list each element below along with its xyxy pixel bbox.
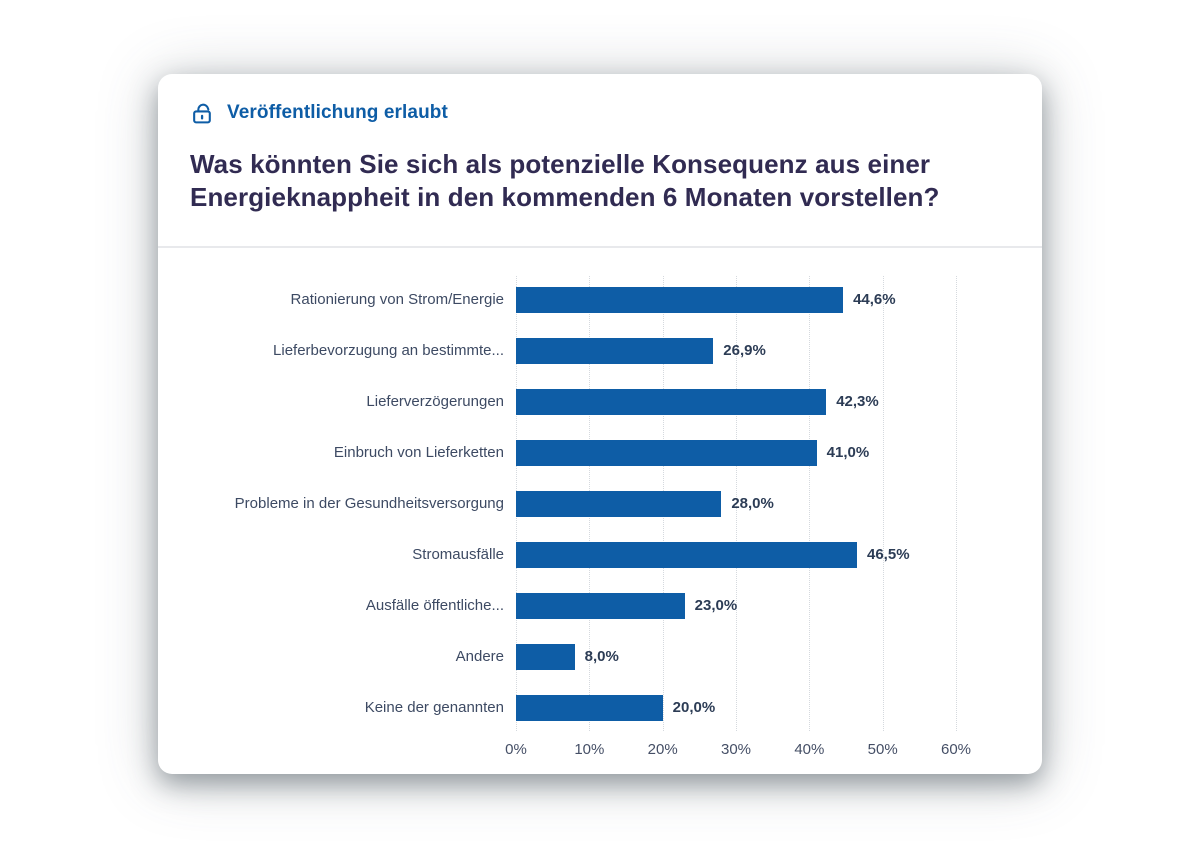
bar-chart: Rationierung von Strom/Energie 44,6% Liefe… <box>158 274 1042 776</box>
category-label: Lieferbevorzugung an bestimmte... <box>273 342 504 359</box>
bar-track: 41,0% <box>516 439 956 466</box>
chart-row: Lieferverzögerungen 42,3% <box>158 376 1042 427</box>
bar <box>516 592 685 619</box>
unlock-icon <box>190 101 215 126</box>
bar-track: 44,6% <box>516 286 956 313</box>
bar <box>516 388 827 415</box>
category-label: Stromausfälle <box>412 546 504 563</box>
header-divider <box>158 246 1042 248</box>
bar <box>516 286 844 313</box>
survey-result-card: Veröffentlichung erlaubt Was könnten Sie… <box>158 74 1042 774</box>
value-label: 20,0% <box>672 699 716 716</box>
x-axis-tick-label: 0% <box>505 741 527 758</box>
x-axis-tick-label: 10% <box>574 741 605 758</box>
x-axis-tick-label: 20% <box>647 741 678 758</box>
bar-track: 26,9% <box>516 337 956 364</box>
bar-track: 28,0% <box>516 490 956 517</box>
chart-row: Ausfälle öffentliche... 23,0% <box>158 580 1042 631</box>
bar <box>516 490 722 517</box>
card-header: Veröffentlichung erlaubt Was könnten Sie… <box>158 74 1042 214</box>
chart-row: Probleme in der Gesundheitsversorgung 28,… <box>158 478 1042 529</box>
bar <box>516 337 714 364</box>
category-label: Andere <box>455 648 504 665</box>
category-label: Ausfälle öffentliche... <box>365 597 504 614</box>
x-axis-tick-label: 60% <box>940 741 972 758</box>
bar <box>516 439 817 466</box>
publication-allowed-label: Veröffentlichung erlaubt <box>227 102 448 123</box>
x-axis-tick-label: 40% <box>794 741 825 758</box>
chart-row: Keine der genannten 20,0% <box>158 682 1042 733</box>
value-label: 8,0% <box>584 648 619 665</box>
x-axis-tick-label: 30% <box>720 741 752 758</box>
value-label: 46,5% <box>867 546 910 563</box>
chart-row: Einbruch von Lieferketten 41,0% <box>158 427 1042 478</box>
bar <box>516 643 575 670</box>
value-label: 42,3% <box>836 393 879 410</box>
category-label: Lieferverzögerungen <box>366 393 504 410</box>
bar-track: 42,3% <box>516 388 956 415</box>
x-axis: 0% 10% 20% 30% 40% 50% 60% <box>505 733 971 773</box>
question-title-line-1: Was könnten Sie sich als potenzielle Kon… <box>190 149 931 179</box>
x-axis-tick-label: 50% <box>867 741 898 758</box>
category-label: Rationierung von Strom/Energie <box>290 291 504 308</box>
category-label: Einbruch von Lieferketten <box>333 444 504 461</box>
category-label: Probleme in der Gesundheitsversorgung <box>234 495 504 512</box>
chart-row: Rationierung von Strom/Energie 44,6% <box>158 274 1042 325</box>
chart-row: Stromausfälle 46,5% <box>158 529 1042 580</box>
value-label: 26,9% <box>723 342 766 359</box>
publication-allowed-badge: Veröffentlichung erlaubt <box>190 100 1010 126</box>
bar <box>516 541 857 568</box>
chart-row: Andere 8,0% <box>158 631 1042 682</box>
bar-track: 20,0% <box>516 694 956 721</box>
category-label: Keine der genannten <box>364 699 504 716</box>
value-label: 28,0% <box>731 495 774 512</box>
value-label: 23,0% <box>694 597 738 614</box>
chart-rows: Rationierung von Strom/Energie 44,6% Liefe… <box>158 274 1042 733</box>
question-title: Was könnten Sie sich als potenzielle Kon… <box>190 148 1010 214</box>
bar-track: 46,5% <box>516 541 956 568</box>
value-label: 41,0% <box>826 444 870 461</box>
bar-track: 23,0% <box>516 592 956 619</box>
chart-row: Lieferbevorzugung an bestimmte... 26,9% <box>158 325 1042 376</box>
bar <box>516 694 663 721</box>
question-title-line-2: Energieknappheit in den kommenden 6 Mona… <box>190 182 940 212</box>
value-label: 44,6% <box>853 291 896 308</box>
bar-track: 8,0% <box>516 643 956 670</box>
